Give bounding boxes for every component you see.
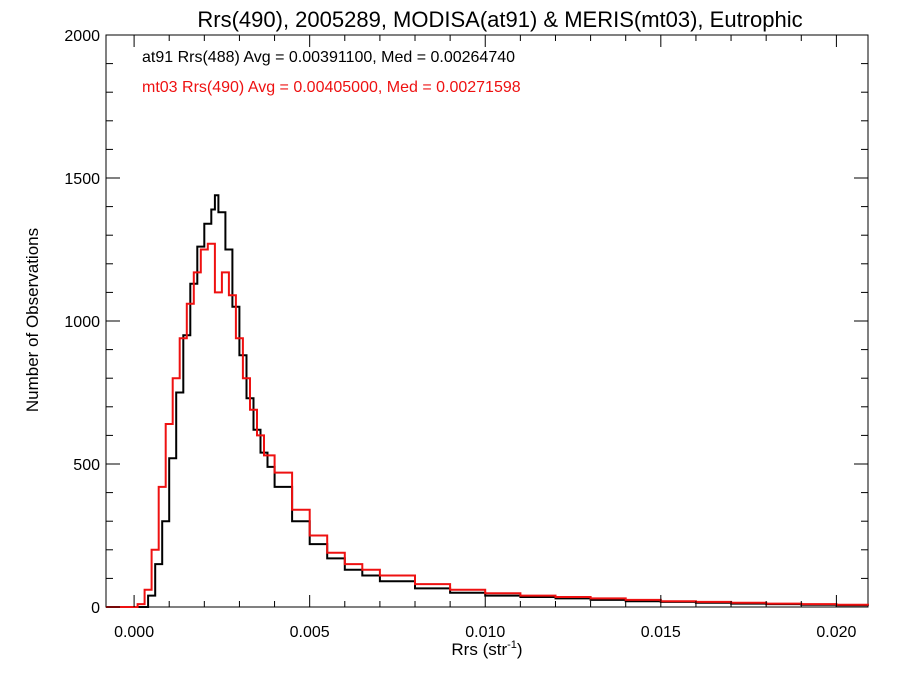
x-tick-label: 0.000 bbox=[114, 624, 154, 641]
plot-frame bbox=[105, 34, 869, 608]
annotation-mt03: mt03 Rrs(490) Avg = 0.00405000, Med = 0.… bbox=[142, 79, 521, 96]
y-tick-label: 1000 bbox=[64, 314, 100, 331]
y-tick-label: 2000 bbox=[64, 28, 100, 45]
y-tick-label: 500 bbox=[73, 457, 100, 474]
x-tick-label: 0.020 bbox=[816, 624, 856, 641]
x-axis-label-sup: -1 bbox=[507, 639, 517, 651]
y-axis-label: Number of Observations bbox=[23, 228, 42, 412]
y-tick-label: 0 bbox=[91, 600, 100, 617]
y-tick-label: 1500 bbox=[64, 171, 100, 188]
chart-title: Rrs(490), 2005289, MODISA(at91) & MERIS(… bbox=[197, 7, 802, 32]
series-layer bbox=[106, 194, 869, 608]
x-axis-label-end: ) bbox=[517, 640, 523, 659]
x-axis-label-base: Rrs (str bbox=[451, 640, 507, 659]
x-tick-label: 0.005 bbox=[290, 624, 330, 641]
ticks-layer: 0.000 0.005 0.010 0.015 0.020 0 500 1000 1500 200… bbox=[64, 28, 868, 641]
series-line-0 bbox=[106, 194, 869, 608]
plot-axes bbox=[105, 34, 869, 608]
annotation-at91: at91 Rrs(488) Avg = 0.00391100, Med = 0.… bbox=[142, 49, 515, 66]
x-axis-label: Rrs (str-1) bbox=[451, 639, 522, 659]
x-tick-label: 0.010 bbox=[465, 624, 505, 641]
series-line-1 bbox=[106, 242, 869, 608]
x-tick-label: 0.015 bbox=[641, 624, 681, 641]
